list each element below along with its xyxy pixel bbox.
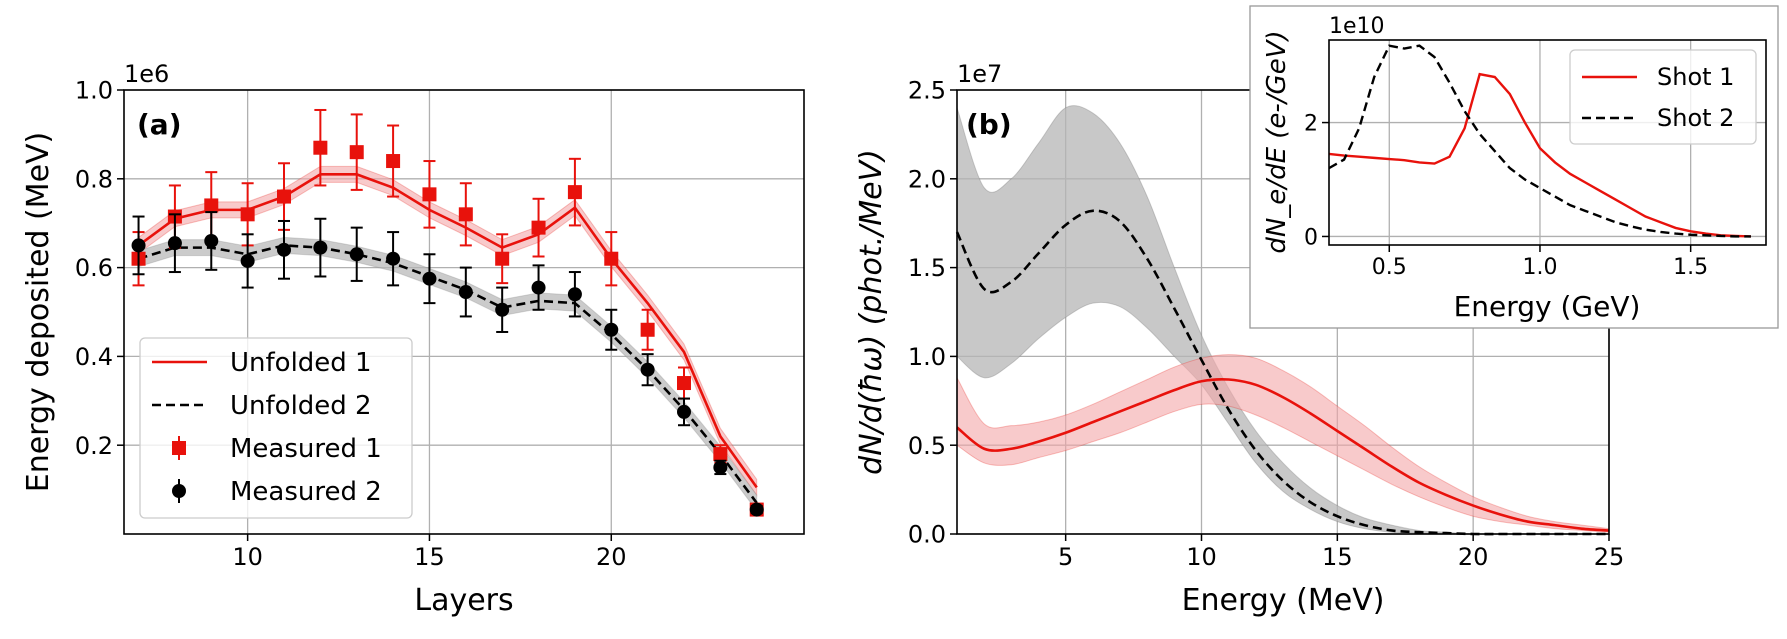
inset-x-tick-label: 0.5 (1372, 255, 1407, 280)
inset-x-axis-label: Energy (GeV) (1454, 290, 1641, 323)
panel-b-x-tick-label: 20 (1458, 543, 1489, 571)
unfolded-2-line (138, 244, 758, 504)
panel-a: 10 15 20 0.2 0.4 0.6 0.8 1.0 1e6 (a) Layers Ene… (21, 60, 805, 618)
measured-2-point (313, 240, 328, 255)
panel-b-x-tick-label: 15 (1322, 543, 1353, 571)
legend-measured-2-marker (172, 484, 186, 498)
measured-2-point (386, 251, 401, 266)
panel-a-y-axis-label: Energy deposited (MeV) (21, 132, 56, 493)
panel-b-x-tick-label: 5 (1058, 543, 1073, 571)
panel-b-x-axis-label: Energy (MeV) (1182, 583, 1385, 618)
panel-b-x-tick-label: 10 (1186, 543, 1217, 571)
panel-b-y-offset: 1e7 (957, 60, 1002, 88)
inset-shot-1-line (1328, 72, 1751, 238)
measured-2-point (277, 242, 291, 257)
measured-1-point (677, 376, 691, 391)
panel-a-legend-box (139, 337, 413, 519)
measured-2-point (349, 247, 364, 262)
panel-a-y-tick-label: 0.4 (75, 343, 113, 371)
legend-measured-1-swatch (172, 436, 186, 460)
measured-1-point (640, 322, 655, 337)
measured-2-point (677, 404, 691, 419)
panel-a-frame (123, 89, 805, 535)
measured-2-point (458, 285, 473, 300)
measured-2-point (531, 280, 546, 295)
panel-b-y-tick-label: 0.5 (908, 432, 946, 460)
measured-2-point (640, 362, 655, 377)
panel-a-x-tick-label: 20 (596, 543, 627, 571)
inset-legend: Shot 1 Shot 2 (1569, 49, 1757, 145)
shot-1-spectrum-line (956, 377, 1610, 532)
measured-2-point (422, 271, 437, 286)
measured-1-point (713, 447, 728, 462)
inset-x-tick-label: 1.0 (1522, 255, 1557, 280)
legend-unfolded-1: Unfolded 1 (230, 348, 372, 378)
panel-b-y-axis-label: dN/d(ħω) (phot./MeV) (854, 149, 889, 475)
inset-legend-box (1569, 49, 1757, 145)
legend-shot-2: Shot 2 (1657, 104, 1734, 132)
inset-x-tick-label: 1.5 (1673, 255, 1708, 280)
legend-shot-1: Shot 1 (1657, 63, 1734, 91)
measured-2-point (240, 253, 255, 268)
panel-a-legend: Unfolded 1 Unfolded 2 Measured 1 Measure… (139, 337, 413, 519)
measured-1-point (204, 198, 219, 213)
panel-a-y-tick-label: 0.8 (75, 165, 113, 193)
panel-b-y-tick-label: 2.0 (908, 165, 946, 193)
inset-frame (1328, 39, 1767, 246)
panel-a-x-tick-label: 15 (414, 543, 445, 571)
panel-b-y-tick-label: 0.0 (908, 521, 946, 549)
panel-b-y-tick-label: 1.0 (908, 343, 946, 371)
panel-b-label: (b) (966, 108, 1012, 141)
inset-y-tick-label: 0 (1304, 225, 1318, 250)
panel-b-y-tick-label: 2.5 (908, 77, 946, 105)
measured-1-point (458, 207, 473, 222)
inset-shot-2-line (1328, 44, 1751, 238)
inset: 0.5 1.0 1.5 0 2 1e10 Energy (GeV) dN_e/dE (e… (1249, 5, 1779, 329)
legend-unfolded-2: Unfolded 2 (230, 391, 372, 421)
panel-a-label: (a) (137, 108, 182, 141)
panel-a-y-tick-label: 1.0 (75, 77, 113, 105)
measured-1-point (495, 251, 510, 266)
measured-1-point (531, 220, 546, 235)
legend-measured-2: Measured 2 (230, 477, 382, 507)
measured-2-point (749, 502, 764, 517)
inset-y-axis-label: dN_e/dE (e-/GeV) (1262, 30, 1292, 253)
legend-measured-2-swatch (172, 479, 186, 503)
measured-2-point (567, 287, 582, 302)
measured-2-point (713, 460, 728, 475)
measured-2-point (604, 322, 619, 337)
measured-1-point (567, 185, 582, 200)
measured-2-point (167, 236, 182, 251)
panel-a-x-axis-label: Layers (414, 583, 513, 618)
panel-b-y-tick-label: 1.5 (908, 254, 946, 282)
inset-y-offset: 1e10 (1329, 14, 1385, 39)
panel-a-y-tick-label: 0.6 (75, 254, 113, 282)
panel-a-y-tick-label: 0.2 (75, 432, 113, 460)
measured-1-point (422, 187, 437, 202)
panel-a-y-offset: 1e6 (124, 60, 169, 88)
legend-measured-1: Measured 1 (230, 434, 382, 464)
legend-measured-1-marker (172, 441, 186, 455)
measured-2-point (495, 302, 510, 317)
measured-1-point (604, 251, 619, 266)
inset-y-tick-label: 2 (1304, 111, 1318, 136)
measured-1-point (386, 154, 401, 169)
measured-1-point (240, 207, 255, 222)
measured-1-point (313, 140, 328, 155)
measured-2-point (131, 238, 146, 253)
panel-a-x-tick-label: 10 (232, 543, 263, 571)
measured-2-point (204, 233, 219, 248)
measured-1-point (277, 189, 291, 204)
measured-1-point (349, 145, 364, 160)
panel-b-x-tick-label: 25 (1594, 543, 1625, 571)
